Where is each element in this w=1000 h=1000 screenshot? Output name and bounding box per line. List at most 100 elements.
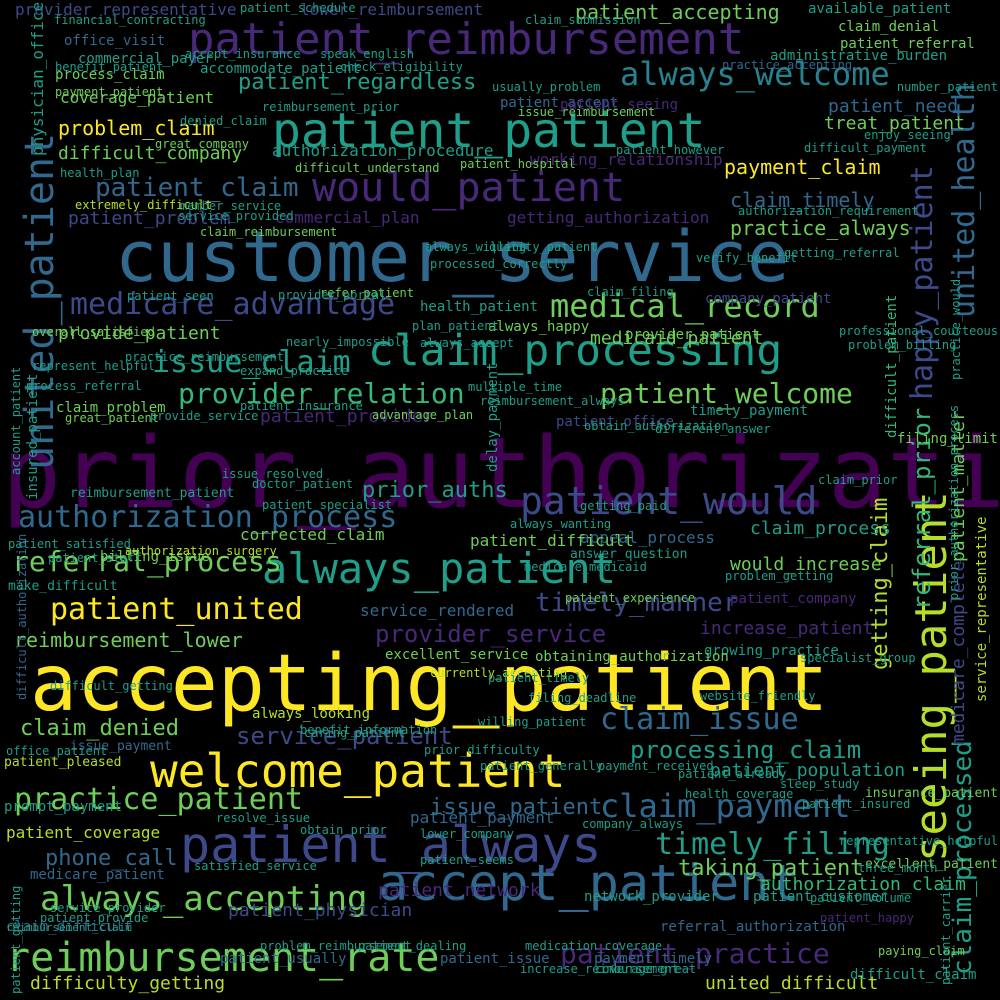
word-accept-insurance: accept_insurance <box>185 47 301 61</box>
word-specialist-group: specialist_group <box>800 651 916 665</box>
word-patient-provide: patient_provide <box>40 911 149 925</box>
word-patient-patient: patient_patient <box>272 103 706 159</box>
word-provider-relation: provider_relation <box>178 377 465 410</box>
word-claim-issue: claim_issue <box>600 702 799 737</box>
word-processing-claim: processing_claim <box>630 736 862 764</box>
word-patient-already: patient_already <box>678 767 787 781</box>
word-issue-claim: issue_claim <box>152 345 351 380</box>
word-answer-question: answer_question <box>570 547 688 562</box>
word-payment-claim: payment_claim <box>724 155 881 179</box>
word-prior-difficulty: prior_difficulty <box>424 743 540 757</box>
word-phone-call: phone_call <box>45 846 178 871</box>
word-problem-claim: problem_claim <box>58 116 215 140</box>
word-coverage-patient: coverage_patient <box>60 88 215 107</box>
word-prior-auths: prior_auths <box>362 478 508 503</box>
word-patient-customer: patient_customer <box>753 889 888 905</box>
word-reimbursement-always: reimbursement_always <box>480 394 625 408</box>
word-getting-referral: getting_referral <box>784 246 900 260</box>
word-patient-accept: patient_accept <box>500 95 619 111</box>
word-obtain-authorization: obtain_authorization <box>584 419 729 433</box>
word-authorization-process: authorization_process <box>18 500 398 535</box>
word-patient-problem: patient_problem <box>68 208 231 229</box>
word-verify-benefit: verify_benefit <box>696 251 798 265</box>
word-united-difficult: united_difficult <box>705 973 879 994</box>
word-claim-difficult: claim_difficult <box>6 919 133 935</box>
word-claim-prior: claim_prior <box>818 473 898 487</box>
word-insurance-patient: insurance_patient <box>864 786 998 801</box>
word-patient-usually: patient_usually <box>220 951 347 967</box>
word-satisfied-service: satisfied_service <box>194 859 317 873</box>
word-refer-patient: refer_patient <box>320 286 414 300</box>
word-always-willing: always_willing <box>425 240 527 254</box>
word-patient-regardless: patient_regardless <box>238 70 477 95</box>
word-referral-authorization: referral_authorization <box>660 919 846 935</box>
word-three-month: three_month <box>858 861 938 875</box>
word-problem-billing: problem_billing <box>848 338 957 352</box>
word-patient-united: patient_united <box>50 592 303 627</box>
word-always-looking: always_looking <box>252 706 371 722</box>
word-appeal-process: appeal_process <box>580 528 715 547</box>
word-patient-claim: patient_claim <box>95 173 299 203</box>
word-difficult-company: difficult_company <box>58 143 243 164</box>
word-available-patient: available_patient <box>808 1 952 17</box>
word-timely-manner: timely_manner <box>535 588 739 618</box>
word-service-provider: service_provider <box>50 901 166 915</box>
word-usually-problem: usually_problem <box>492 80 601 94</box>
word-medical-record: medical_record <box>550 287 820 325</box>
word-practice-accepting: practice_accepting <box>722 58 853 72</box>
word-lower-company: lower_company <box>420 827 514 841</box>
word-prior-authorization-process: prior_authorization_process <box>947 404 961 600</box>
word-always-accepting: always_accepting <box>40 879 368 919</box>
word-advantage-plan: advantage_plan <box>372 408 474 422</box>
word-difficult-patient: difficult_patient <box>884 294 900 438</box>
word-happy-patient: happy_patient <box>905 165 940 400</box>
word-growing-practice: growing_practice <box>704 643 839 659</box>
word-check-eligibility: check_eligibility <box>340 60 463 74</box>
word-always-accept: always_accept <box>420 336 514 350</box>
word-patient-accepting: patient_accepting <box>575 0 780 24</box>
word-willing-patient: willing_patient <box>478 715 587 729</box>
word-obtaining-authorization: obtaining_authorization <box>535 649 729 665</box>
word-patient-issue: patient_issue <box>440 951 550 967</box>
word-health-plan: health_plan <box>60 166 140 180</box>
word-patient-network: patient_network <box>378 880 541 901</box>
word-patient-hospital: patient_hospital <box>460 157 576 171</box>
word-increase-patient: increase_patient <box>700 618 874 639</box>
word-patient-carrier: patient_carrier <box>939 876 953 985</box>
word-patient-would: patient_would <box>520 479 818 523</box>
word-claim-payment: claim_payment <box>600 787 851 825</box>
word-medicare-advantage: medicare_advantage <box>70 287 396 322</box>
word-patient-staff: patient_staff <box>48 551 142 565</box>
word-number-patient: number_patient <box>896 80 998 94</box>
word-patient-payment: patient_payment <box>410 808 555 827</box>
word-difficult-authorization: difficult_authorization <box>15 533 29 700</box>
word-professional-courteous: professional_courteous <box>839 324 998 338</box>
word-physician-office: physician_office <box>28 2 47 157</box>
word-patient-coverage: patient_coverage <box>6 823 161 842</box>
word-accept-patient: accept_patient <box>378 854 800 912</box>
word-reimbursement-prior: reimbursement_prior <box>262 100 400 114</box>
word-paying-claim: paying_claim <box>878 944 965 958</box>
word-patient-welcome: patient_welcome <box>600 377 853 410</box>
word-filing-deadline: filing_deadline <box>528 691 637 705</box>
word-patient-need: patient_need <box>828 96 959 117</box>
word-difficult-payment: difficult_payment <box>804 141 927 155</box>
word-patient-seeing: patient_seeing <box>560 97 679 113</box>
word-currently-accepting: currently_accepting <box>430 666 568 680</box>
word-nearly-impossible: nearly_impossible <box>286 335 409 349</box>
word-make-difficult: make_difficult <box>8 579 118 594</box>
word-referral-process: referral_process <box>12 545 282 578</box>
word-would-increase: would_increase <box>730 554 882 575</box>
word-claim-filing: claim_filing <box>587 285 674 299</box>
word-lower-reimbursement: lower_reimbursement <box>300 0 484 19</box>
word-commercial-payer: commercial_payer <box>78 51 213 67</box>
word-benefit-information: benefit_information <box>300 723 438 737</box>
word-member-service: member_service <box>180 199 282 213</box>
word-difficult-understand: difficult_understand <box>295 161 440 175</box>
word-treat-patient: treat_patient <box>824 113 965 134</box>
word-getting-paid: getting_paid <box>580 499 667 513</box>
word-service-provided: service_provided <box>178 209 294 223</box>
word-authorization-requirement: authorization_requirement <box>738 204 919 218</box>
word-patient-insured: patient_insured <box>802 797 911 811</box>
